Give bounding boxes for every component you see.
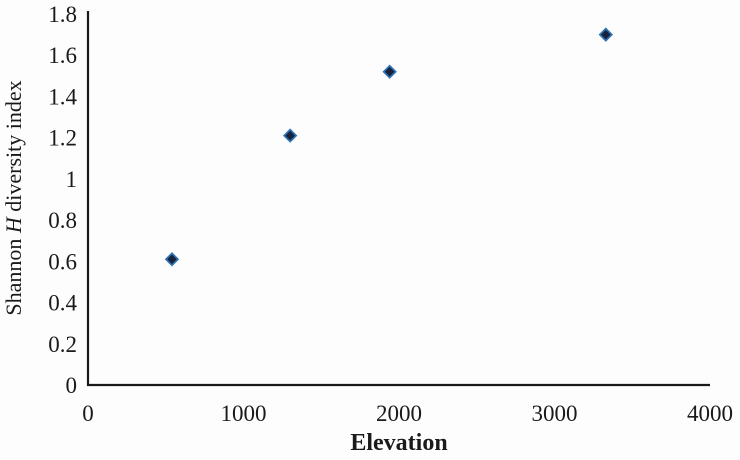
- x-tick-label: 0: [82, 401, 94, 426]
- y-tick-label: 1.2: [48, 126, 77, 151]
- axis-lines: [86, 11, 710, 387]
- data-point-diamond: [382, 64, 397, 79]
- y-axis-title: Shannon H diversity index: [1, 80, 26, 315]
- y-tick-label: 1: [66, 167, 78, 192]
- data-point-diamond: [598, 27, 614, 42]
- y-tick-label: 1.4: [48, 84, 77, 109]
- x-tick-label: 3000: [532, 401, 578, 426]
- x-axis-title: Elevation: [350, 430, 447, 456]
- x-tick-label: 1000: [221, 401, 267, 426]
- x-tick-label: 2000: [376, 401, 422, 426]
- y-tick-label: 0.2: [48, 332, 77, 357]
- y-tick-label: 0: [66, 373, 78, 398]
- x-tick-label: 4000: [687, 401, 733, 426]
- y-tick-label: 1.8: [48, 2, 77, 27]
- data-point-diamond: [164, 252, 180, 267]
- y-tick-label: 0.6: [48, 249, 77, 274]
- data-point-diamond: [282, 128, 298, 143]
- y-tick-label: 1.6: [48, 43, 77, 68]
- y-tick-label: 0.8: [48, 208, 77, 233]
- y-tick-label: 0.4: [48, 291, 77, 316]
